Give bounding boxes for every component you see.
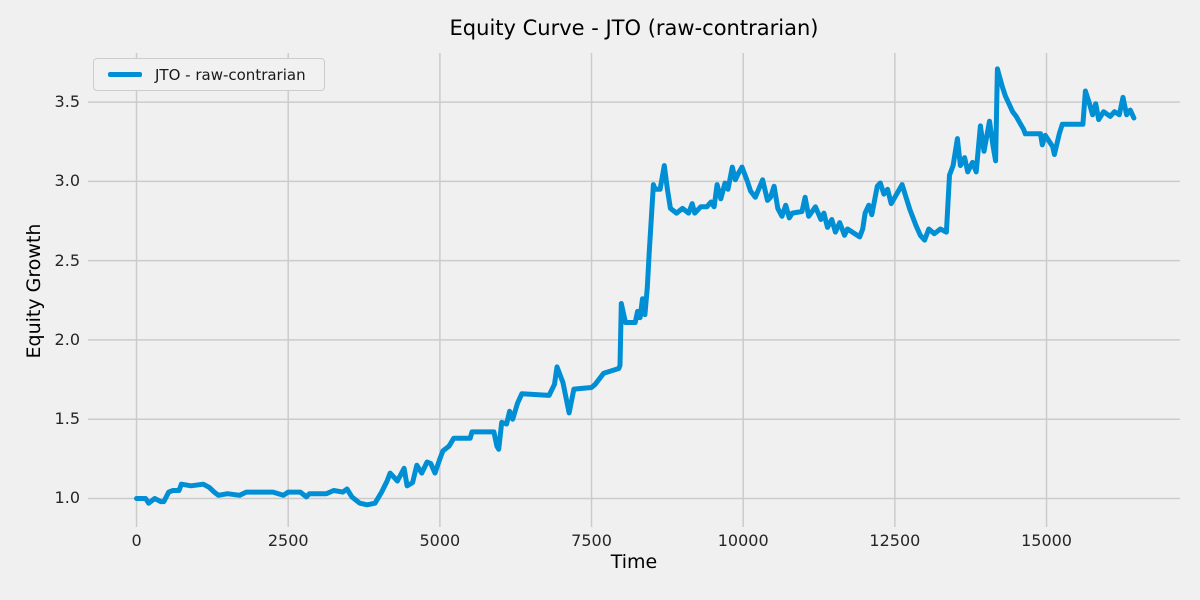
x-tick-label: 2500 <box>267 531 309 550</box>
equity-line <box>134 66 1137 508</box>
x-tick-label: 7500 <box>571 531 612 550</box>
legend: JTO - raw-contrarian <box>93 58 325 91</box>
legend-line-swatch <box>108 72 142 77</box>
x-tick-label: 5000 <box>419 531 461 550</box>
x-axis-label: Time <box>610 551 658 573</box>
y-tick-label: 1.5 <box>54 409 80 429</box>
y-tick-label: 2.0 <box>54 329 80 349</box>
gridlines <box>88 53 1180 527</box>
x-tick-label: 10000 <box>717 531 769 550</box>
x-tick-label: 0 <box>131 531 142 550</box>
x-tick-label: 12500 <box>869 531 921 550</box>
equity-line-group <box>134 66 1137 508</box>
chart-title: Equity Curve - JTO (raw-contrarian) <box>449 16 819 40</box>
x-tick-label: 15000 <box>1021 531 1072 550</box>
y-tick-label: 3.0 <box>54 171 80 191</box>
y-tick-label: 1.0 <box>54 488 80 508</box>
legend-label: JTO - raw-contrarian <box>155 65 306 84</box>
y-tick-label: 2.5 <box>54 250 80 270</box>
y-tick-label: 3.5 <box>54 92 80 112</box>
